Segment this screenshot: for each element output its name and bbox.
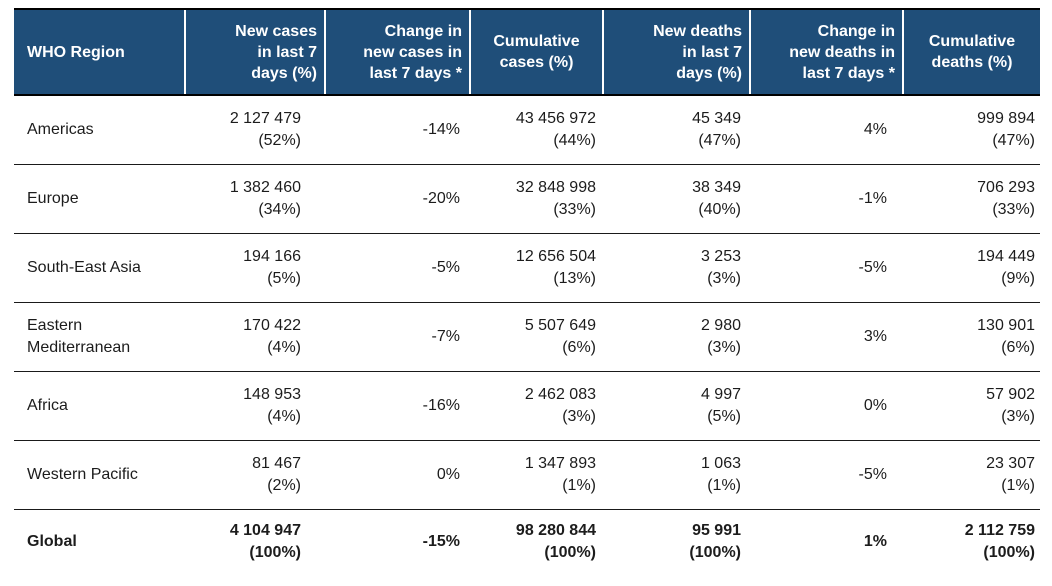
cell-change-new-deaths: 1% bbox=[863, 533, 887, 551]
column-header-change-new-deaths: Change in new deaths in last 7 days * bbox=[749, 8, 903, 96]
cell-cumulative-deaths: 999 894 (47%) bbox=[903, 95, 1040, 165]
cell-cumulative-cases: 1 347 893 (1%) bbox=[470, 440, 603, 510]
cell-new-cases: 148 953 (4%) bbox=[185, 371, 325, 441]
cell-cumulative-deaths: 130 901 (6%) bbox=[903, 302, 1040, 372]
column-header-cumulative-deaths: Cumulative deaths (%) bbox=[902, 8, 1040, 96]
cell-cumulative-cases: 12 656 504 (13%) bbox=[470, 233, 603, 303]
cell-new-cases: 2 127 479 (52%) bbox=[185, 95, 325, 165]
cell-new-cases: 194 166 (5%) bbox=[185, 233, 325, 303]
header-row: WHO Region New cases in last 7 days (%) … bbox=[14, 8, 1040, 96]
cell-change-new-cases: -15% bbox=[422, 533, 460, 551]
cell-region: Americas bbox=[14, 95, 185, 165]
column-header-new-cases: New cases in last 7 days (%) bbox=[184, 8, 325, 96]
cell-change-new-deaths: -5% bbox=[750, 233, 903, 303]
column-header-new-deaths: New deaths in last 7 days (%) bbox=[602, 8, 750, 96]
cell-new-cases: 170 422 (4%) bbox=[185, 302, 325, 372]
cell-change-new-deaths: 3% bbox=[750, 302, 903, 372]
column-header-change-new-cases: Change in new cases in last 7 days * bbox=[324, 8, 470, 96]
table-row-south-east-asia: South-East Asia 194 166 (5%) -5% 12 656 … bbox=[14, 233, 1040, 303]
cell-change-new-cases: 0% bbox=[325, 440, 470, 510]
cell-new-deaths: 2 980 (3%) bbox=[603, 302, 750, 372]
table-row-americas: Americas 2 127 479 (52%) -14% 43 456 972… bbox=[14, 95, 1040, 165]
cell-change-new-cases: -16% bbox=[325, 371, 470, 441]
cell-region: Europe bbox=[14, 164, 185, 234]
cell-new-deaths: 95 991 (100%) bbox=[689, 522, 741, 562]
table-row-global: Global 4 104 947 (100%) -15% 98 280 844 … bbox=[14, 509, 1040, 575]
column-header-who-region: WHO Region bbox=[14, 8, 185, 96]
who-region-table: WHO Region New cases in last 7 days (%) … bbox=[14, 8, 1040, 575]
cell-cumulative-cases: 32 848 998 (33%) bbox=[470, 164, 603, 234]
cell-cumulative-cases: 98 280 844 (100%) bbox=[515, 522, 596, 562]
cell-region: South-East Asia bbox=[14, 233, 185, 303]
cell-new-cases: 81 467 (2%) bbox=[185, 440, 325, 510]
cell-region: Eastern Mediterranean bbox=[14, 302, 185, 372]
cell-new-deaths: 1 063 (1%) bbox=[603, 440, 750, 510]
cell-new-deaths: 3 253 (3%) bbox=[603, 233, 750, 303]
cell-new-deaths: 38 349 (40%) bbox=[603, 164, 750, 234]
cell-region: Western Pacific bbox=[14, 440, 185, 510]
table-row-eastern-mediterranean: Eastern Mediterranean 170 422 (4%) -7% 5… bbox=[14, 302, 1040, 372]
cell-change-new-cases: -5% bbox=[325, 233, 470, 303]
cell-cumulative-deaths: 706 293 (33%) bbox=[903, 164, 1040, 234]
cell-cumulative-cases: 5 507 649 (6%) bbox=[470, 302, 603, 372]
cell-new-deaths: 45 349 (47%) bbox=[603, 95, 750, 165]
cell-change-new-cases: -14% bbox=[325, 95, 470, 165]
table-body: Americas 2 127 479 (52%) -14% 43 456 972… bbox=[14, 95, 1040, 575]
cell-change-new-deaths: -5% bbox=[750, 440, 903, 510]
cell-region: Global bbox=[27, 533, 77, 551]
cell-cumulative-cases: 43 456 972 (44%) bbox=[470, 95, 603, 165]
cell-cumulative-deaths: 57 902 (3%) bbox=[903, 371, 1040, 441]
cell-new-deaths: 4 997 (5%) bbox=[603, 371, 750, 441]
cell-cumulative-deaths: 2 112 759 (100%) bbox=[964, 522, 1035, 562]
table-row-western-pacific: Western Pacific 81 467 (2%) 0% 1 347 893… bbox=[14, 440, 1040, 510]
cell-change-new-deaths: -1% bbox=[750, 164, 903, 234]
cell-new-cases: 4 104 947 (100%) bbox=[229, 522, 301, 562]
cell-cumulative-deaths: 23 307 (1%) bbox=[903, 440, 1040, 510]
table-row-europe: Europe 1 382 460 (34%) -20% 32 848 998 (… bbox=[14, 164, 1040, 234]
cell-change-new-deaths: 4% bbox=[750, 95, 903, 165]
cell-change-new-cases: -20% bbox=[325, 164, 470, 234]
cell-cumulative-deaths: 194 449 (9%) bbox=[903, 233, 1040, 303]
cell-new-cases: 1 382 460 (34%) bbox=[185, 164, 325, 234]
cell-region: Africa bbox=[14, 371, 185, 441]
table-header: WHO Region New cases in last 7 days (%) … bbox=[14, 8, 1040, 96]
table-row-africa: Africa 148 953 (4%) -16% 2 462 083 (3%) … bbox=[14, 371, 1040, 441]
cell-change-new-deaths: 0% bbox=[750, 371, 903, 441]
column-header-cumulative-cases: Cumulative cases (%) bbox=[469, 8, 603, 96]
cell-cumulative-cases: 2 462 083 (3%) bbox=[470, 371, 603, 441]
cell-change-new-cases: -7% bbox=[325, 302, 470, 372]
